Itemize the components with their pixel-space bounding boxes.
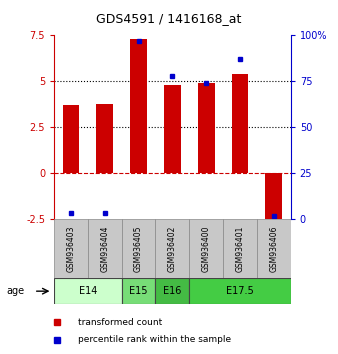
Bar	[155, 278, 189, 304]
Bar	[122, 278, 155, 304]
Bar	[265, 173, 282, 221]
Text: age: age	[7, 286, 25, 296]
Bar	[164, 85, 181, 173]
Bar	[189, 278, 291, 304]
Text: E14: E14	[79, 286, 97, 296]
Text: GSM936403: GSM936403	[67, 225, 75, 272]
Bar	[54, 278, 122, 304]
Bar	[155, 219, 189, 278]
Text: GSM936400: GSM936400	[202, 225, 211, 272]
Bar	[130, 39, 147, 173]
Bar	[257, 219, 291, 278]
Text: E17.5: E17.5	[226, 286, 254, 296]
Text: GSM936402: GSM936402	[168, 225, 177, 272]
Text: GSM936405: GSM936405	[134, 225, 143, 272]
Bar	[63, 105, 79, 173]
Bar	[96, 104, 113, 173]
Text: GDS4591 / 1416168_at: GDS4591 / 1416168_at	[96, 12, 242, 25]
Text: E15: E15	[129, 286, 148, 296]
Text: E16: E16	[163, 286, 182, 296]
Bar	[88, 219, 122, 278]
Text: GSM936404: GSM936404	[100, 225, 109, 272]
Bar	[189, 219, 223, 278]
Text: GSM936406: GSM936406	[269, 225, 278, 272]
Bar	[232, 74, 248, 173]
Text: transformed count: transformed count	[78, 318, 162, 327]
Bar	[223, 219, 257, 278]
Bar	[122, 219, 155, 278]
Bar	[54, 219, 88, 278]
Text: GSM936401: GSM936401	[236, 225, 244, 272]
Bar	[198, 83, 215, 173]
Text: percentile rank within the sample: percentile rank within the sample	[78, 335, 231, 344]
